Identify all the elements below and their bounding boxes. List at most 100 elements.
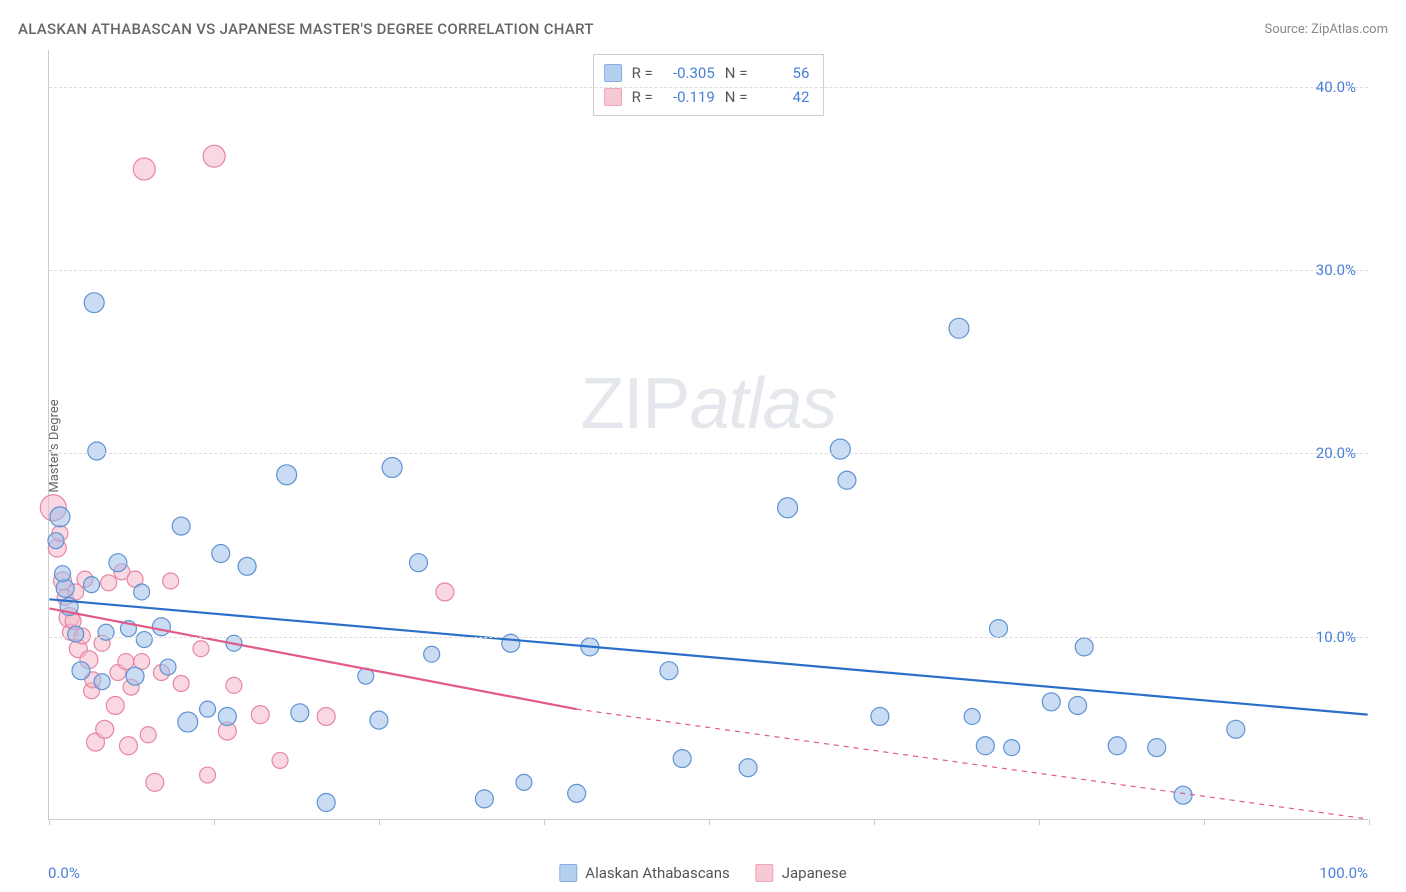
trend-line [577, 709, 1368, 819]
scatter-point [55, 566, 71, 582]
scatter-point [200, 767, 216, 783]
legend-item-a: Alaskan Athabascans [559, 864, 729, 882]
scatter-point [830, 439, 850, 459]
scatter-point [838, 471, 856, 489]
scatter-point [94, 674, 110, 690]
scatter-point [119, 737, 137, 755]
scatter-point [172, 517, 190, 535]
scatter-point [1004, 740, 1020, 756]
scatter-point [317, 707, 335, 725]
stats-row-b: R = -0.119 N = 42 [604, 85, 810, 109]
x-tick [874, 819, 875, 825]
scatter-point [990, 620, 1008, 638]
scatter-point [475, 790, 493, 808]
scatter-point [118, 654, 134, 670]
x-tick [49, 819, 50, 825]
plot-svg [49, 50, 1368, 819]
scatter-point [660, 662, 678, 680]
scatter-point [146, 773, 164, 791]
stat-r-value-a: -0.305 [663, 61, 715, 85]
gridline [49, 453, 1368, 454]
y-tick-label: 20.0% [1316, 444, 1356, 462]
plot-area: ZIPatlas R = -0.305 N = 56 R = -0.119 N … [48, 50, 1368, 820]
stat-n-value-a: 56 [757, 61, 809, 85]
trend-line [49, 599, 1367, 714]
scatter-point [48, 533, 64, 549]
scatter-point [178, 712, 198, 732]
stat-n-value-b: 42 [757, 85, 809, 109]
scatter-point [200, 701, 216, 717]
scatter-point [140, 727, 156, 743]
y-tick-label: 40.0% [1316, 78, 1356, 96]
legend-swatch-b-icon [756, 864, 774, 882]
x-axis-label-right: 100.0% [1319, 864, 1368, 882]
y-tick-label: 10.0% [1316, 628, 1356, 646]
stats-box: R = -0.305 N = 56 R = -0.119 N = 42 [593, 54, 825, 116]
scatter-point [739, 759, 757, 777]
chart-title: ALASKAN ATHABASCAN VS JAPANESE MASTER'S … [18, 20, 594, 38]
scatter-point [976, 737, 994, 755]
stat-r-label-b: R = [632, 85, 653, 109]
legend-label-a: Alaskan Athabascans [585, 864, 729, 882]
x-tick [379, 819, 380, 825]
legend-item-b: Japanese [756, 864, 847, 882]
stat-n-label-a: N = [725, 61, 748, 85]
scatter-point [516, 774, 532, 790]
scatter-point [98, 624, 114, 640]
stats-row-a: R = -0.305 N = 56 [604, 61, 810, 85]
scatter-point [136, 632, 152, 648]
scatter-point [72, 662, 90, 680]
scatter-point [409, 554, 427, 572]
scatter-point [212, 545, 230, 563]
x-tick [544, 819, 545, 825]
scatter-point [84, 577, 100, 593]
stat-n-label-b: N = [725, 85, 748, 109]
source-label: Source: ZipAtlas.com [1264, 22, 1388, 37]
x-axis-label-left: 0.0% [48, 864, 80, 882]
scatter-point [1148, 739, 1166, 757]
stat-r-label-a: R = [632, 61, 653, 85]
scatter-point [101, 575, 117, 591]
chart-container: ALASKAN ATHABASCAN VS JAPANESE MASTER'S … [0, 0, 1406, 892]
gridline [49, 87, 1368, 88]
scatter-point [673, 750, 691, 768]
scatter-point [163, 573, 179, 589]
scatter-point [317, 794, 335, 812]
scatter-point [134, 584, 150, 600]
x-tick [1369, 819, 1370, 825]
scatter-point [291, 704, 309, 722]
bottom-legend: Alaskan Athabascans Japanese [559, 864, 846, 882]
scatter-point [277, 465, 297, 485]
scatter-point [1227, 720, 1245, 738]
scatter-point [109, 554, 127, 572]
swatch-a-icon [604, 64, 622, 82]
legend-label-b: Japanese [782, 864, 847, 882]
scatter-point [272, 752, 288, 768]
scatter-point [88, 442, 106, 460]
stat-r-value-b: -0.119 [663, 85, 715, 109]
scatter-point [226, 677, 242, 693]
scatter-point [1075, 638, 1093, 656]
scatter-point [106, 696, 124, 714]
scatter-point [96, 720, 114, 738]
scatter-point [68, 626, 84, 642]
scatter-point [133, 158, 155, 180]
x-tick [709, 819, 710, 825]
scatter-point [1069, 696, 1087, 714]
x-tick [1039, 819, 1040, 825]
scatter-point [964, 708, 980, 724]
scatter-point [251, 706, 269, 724]
x-tick [1204, 819, 1205, 825]
scatter-point [173, 676, 189, 692]
scatter-point [1108, 737, 1126, 755]
scatter-point [949, 318, 969, 338]
y-tick-label: 30.0% [1316, 261, 1356, 279]
scatter-point [193, 641, 209, 657]
scatter-point [1042, 693, 1060, 711]
swatch-b-icon [604, 88, 622, 106]
scatter-point [50, 507, 70, 527]
scatter-point [1174, 786, 1192, 804]
scatter-point [126, 667, 144, 685]
scatter-point [203, 145, 225, 167]
scatter-point [424, 646, 440, 662]
